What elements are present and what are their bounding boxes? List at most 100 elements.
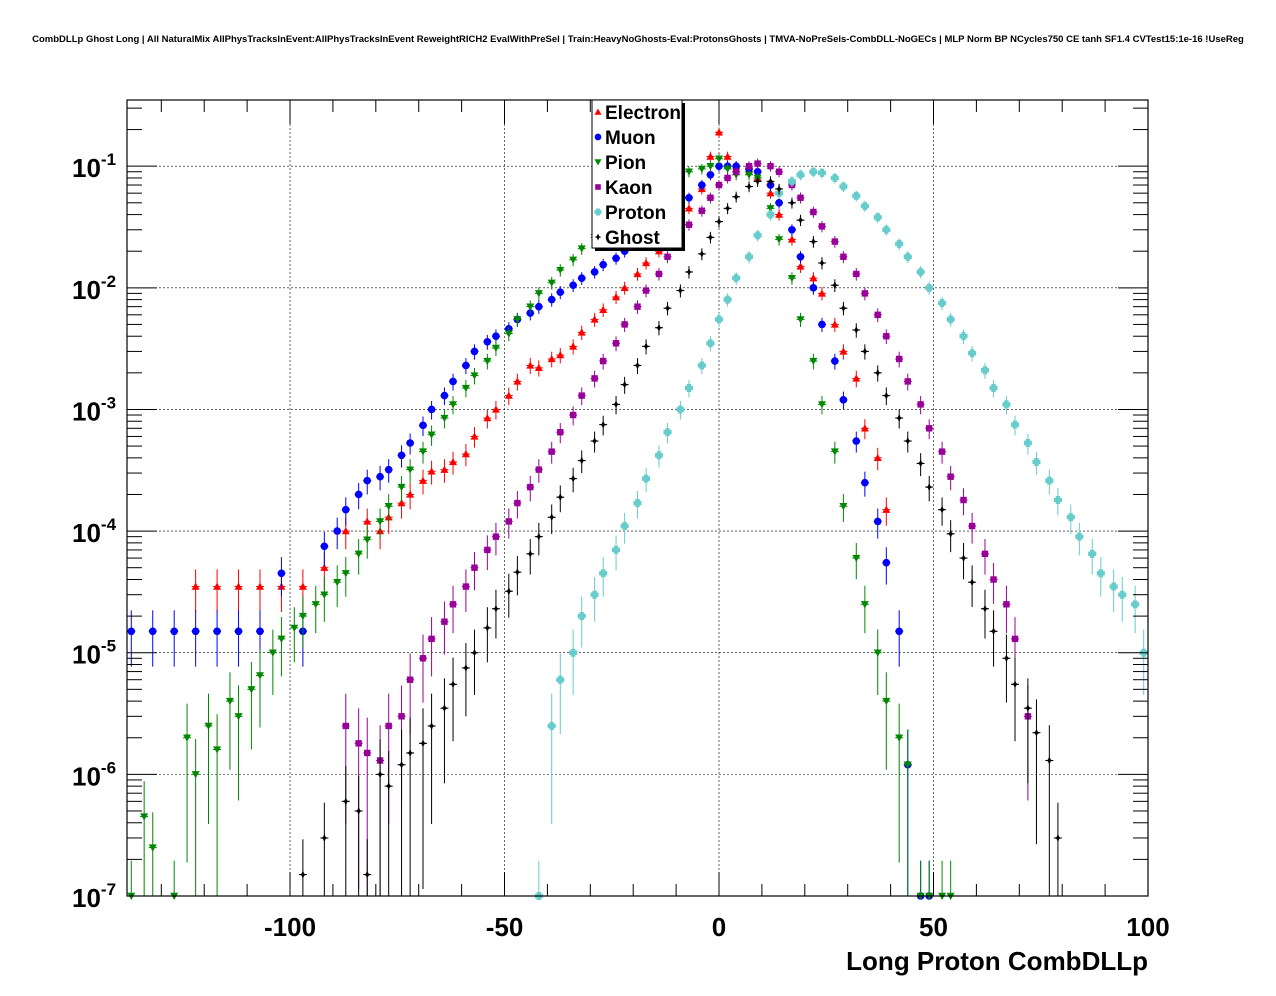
point-muon — [895, 627, 903, 636]
point-electron — [406, 490, 415, 498]
point-proton — [839, 182, 848, 191]
point-pion — [290, 624, 299, 632]
point-muon — [449, 377, 457, 386]
point-electron — [449, 457, 458, 466]
point-muon — [397, 451, 406, 460]
series-ghost — [298, 176, 1062, 896]
point-proton — [989, 384, 998, 393]
point-muon — [612, 254, 620, 263]
point-pion — [577, 245, 586, 253]
point-muon — [419, 421, 427, 430]
point-kaon — [831, 238, 839, 245]
point-kaon — [990, 576, 997, 583]
series-proton — [534, 166, 1148, 900]
point-muon — [191, 627, 200, 636]
y-tick-label: 10-5 — [72, 637, 116, 670]
point-ghost — [860, 347, 869, 356]
point-kaon — [698, 207, 706, 214]
point-kaon — [492, 533, 500, 540]
point-kaon — [342, 722, 349, 730]
point-electron — [817, 289, 826, 297]
point-pion — [534, 290, 543, 298]
point-electron — [796, 262, 805, 270]
point-electron — [873, 453, 882, 462]
point-pion — [873, 649, 882, 657]
legend-label: Kaon — [605, 178, 653, 199]
point-electron — [684, 204, 693, 212]
point-pion — [419, 448, 428, 456]
point-muon — [852, 437, 861, 445]
point-muon — [406, 439, 414, 447]
point-ghost — [817, 258, 826, 267]
y-tick-exponent: -2 — [101, 272, 116, 291]
point-proton — [980, 366, 989, 375]
point-electron — [255, 582, 264, 590]
point-ghost — [809, 237, 818, 246]
point-pion — [882, 697, 891, 706]
point-kaon — [754, 160, 761, 167]
point-muon — [547, 295, 556, 304]
point-electron — [397, 499, 406, 507]
point-proton — [925, 283, 934, 292]
x-tick-label: 50 — [919, 912, 948, 942]
point-muon — [376, 472, 384, 481]
point-proton — [697, 361, 706, 370]
point-pion — [225, 697, 234, 706]
y-tick-base: 10 — [72, 761, 101, 791]
point-pion — [397, 483, 406, 492]
legend-marker-ghost — [594, 233, 602, 241]
point-proton — [732, 274, 741, 283]
point-pion — [860, 601, 869, 609]
point-pion — [684, 168, 693, 176]
point-kaon — [355, 740, 362, 747]
point-pion — [255, 672, 264, 680]
point-muon — [427, 405, 436, 414]
point-kaon — [767, 162, 774, 170]
point-ghost — [946, 529, 955, 538]
point-ghost — [384, 782, 393, 791]
point-ghost — [766, 177, 775, 186]
point-ghost — [654, 323, 663, 332]
y-tick-exponent: -7 — [101, 880, 116, 899]
point-pion — [697, 165, 706, 173]
point-kaon — [895, 355, 903, 363]
point-electron — [341, 527, 350, 535]
point-ghost — [1023, 704, 1032, 713]
x-tick-label: 0 — [712, 912, 726, 942]
point-proton — [642, 474, 651, 483]
point-pion — [461, 384, 470, 393]
point-electron — [766, 189, 775, 197]
point-muon — [213, 627, 221, 636]
point-proton — [1088, 549, 1097, 558]
point-muon — [809, 284, 818, 292]
point-muon — [873, 517, 882, 526]
point-ghost — [959, 554, 968, 563]
y-tick-base: 10 — [72, 153, 101, 183]
point-kaon — [578, 392, 585, 399]
point-ghost — [341, 797, 350, 806]
point-electron — [419, 476, 428, 484]
point-electron — [547, 354, 556, 363]
point-proton — [633, 499, 642, 508]
point-kaon — [471, 564, 478, 571]
y-tick-base: 10 — [72, 275, 101, 305]
point-ghost — [363, 870, 372, 879]
legend-marker-proton — [594, 208, 602, 216]
point-pion — [895, 734, 904, 742]
point-kaon — [968, 522, 976, 530]
point-muon — [462, 361, 470, 370]
point-ghost — [577, 456, 586, 465]
point-proton — [590, 590, 599, 599]
point-ghost — [633, 361, 642, 370]
point-electron — [461, 450, 470, 458]
point-muon — [861, 478, 869, 487]
point-proton — [938, 299, 947, 308]
point-muon — [788, 225, 796, 234]
point-kaon — [745, 162, 753, 170]
point-electron — [363, 517, 372, 525]
point-proton — [1109, 582, 1118, 591]
point-kaon — [1011, 635, 1019, 643]
point-kaon — [484, 546, 491, 554]
y-tick-base: 10 — [72, 396, 101, 426]
